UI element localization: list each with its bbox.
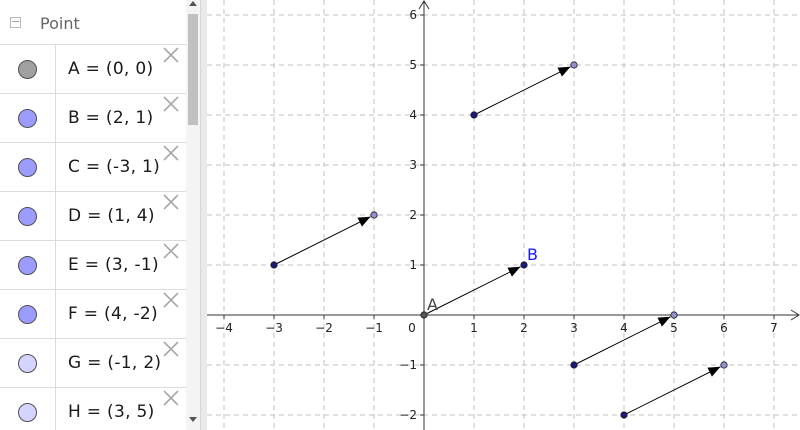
algebra-row[interactable]: B = (2, 1) [0, 94, 186, 143]
delete-x-icon[interactable] [161, 45, 181, 65]
scroll-up-arrow-icon[interactable] [189, 1, 197, 6]
y-tick-label: 3 [409, 158, 417, 172]
visibility-toggle[interactable] [0, 192, 56, 240]
y-tick-label: 2 [409, 208, 417, 222]
x-tick-label: 3 [570, 321, 578, 335]
x-tick-label: 6 [720, 321, 728, 335]
graphics-view[interactable]: −4 −3 −2 −1 0 1 2 3 4 5 6 7 −2 −1 1 2 3 4 5 6 A B [207, 0, 800, 430]
visibility-toggle[interactable] [0, 45, 56, 93]
collapse-minus-icon[interactable]: − [10, 15, 21, 28]
vector[interactable] [573, 316, 671, 366]
x-axis-arrow-icon [790, 309, 800, 321]
algebra-row[interactable]: A = (0, 0) [0, 45, 186, 94]
point-definition[interactable]: B = (2, 1) [68, 108, 154, 128]
vector[interactable] [473, 66, 571, 116]
visibility-toggle[interactable] [0, 94, 56, 142]
visibility-toggle[interactable] [0, 339, 56, 387]
point-f[interactable] [620, 411, 628, 419]
x-tick-label: −1 [365, 321, 383, 335]
point-c[interactable] [270, 261, 278, 269]
point-definition[interactable]: H = (3, 5) [68, 402, 155, 422]
y-tick-label: 4 [409, 108, 417, 122]
algebra-row[interactable]: C = (-3, 1) [0, 143, 186, 192]
algebra-row[interactable]: E = (3, -1) [0, 241, 186, 290]
x-tick-label: −3 [265, 321, 283, 335]
delete-x-icon[interactable] [161, 241, 181, 261]
algebra-scrollbar[interactable] [186, 0, 200, 430]
delete-x-icon[interactable] [161, 143, 181, 163]
y-tick-label: −2 [399, 408, 417, 422]
algebra-view: − Point A = (0, 0) B = (2, 1) C = (-3, 1) D… [0, 0, 200, 430]
point-h[interactable] [570, 61, 578, 69]
x-tick-label: 4 [620, 321, 628, 335]
delete-x-icon[interactable] [161, 192, 181, 212]
point-definition[interactable]: D = (1, 4) [68, 206, 155, 226]
point-definition[interactable]: E = (3, -1) [68, 255, 159, 275]
point-image[interactable] [670, 311, 678, 319]
point-d[interactable] [470, 111, 478, 119]
x-tick-label: 0 [408, 321, 416, 335]
category-title: Point [40, 14, 80, 33]
point-label-a[interactable]: A [427, 295, 438, 314]
point-definition[interactable]: G = (-1, 2) [68, 353, 162, 373]
scroll-down-arrow-icon[interactable] [189, 417, 197, 422]
y-tick-label: 6 [409, 8, 417, 22]
delete-x-icon[interactable] [161, 94, 181, 114]
visibility-toggle[interactable] [0, 388, 56, 430]
visibility-marble-icon[interactable] [18, 354, 37, 373]
graphics-canvas[interactable]: −4 −3 −2 −1 0 1 2 3 4 5 6 7 −2 −1 1 2 3 4 5 6 A B [207, 0, 800, 430]
x-tick-label: 2 [520, 321, 528, 335]
algebra-row[interactable]: G = (-1, 2) [0, 339, 186, 388]
point-definition[interactable]: F = (4, -2) [68, 304, 158, 324]
category-header[interactable]: − Point [0, 0, 186, 45]
visibility-toggle[interactable] [0, 143, 56, 191]
visibility-marble-icon[interactable] [18, 60, 37, 79]
point-label-b[interactable]: B [527, 245, 538, 264]
x-tick-label: 7 [770, 321, 778, 335]
point-g[interactable] [370, 211, 378, 219]
y-tick-label: −1 [399, 358, 417, 372]
vector[interactable] [423, 266, 521, 316]
y-tick-label: 1 [409, 258, 417, 272]
visibility-marble-icon[interactable] [18, 207, 37, 226]
view-splitter[interactable] [200, 0, 207, 430]
point-e[interactable] [570, 361, 578, 369]
y-tick-label: 5 [409, 58, 417, 72]
delete-x-icon[interactable] [161, 388, 181, 408]
visibility-marble-icon[interactable] [18, 109, 37, 128]
y-axis-arrow-icon [418, 0, 430, 10]
delete-x-icon[interactable] [161, 290, 181, 310]
algebra-row[interactable]: F = (4, -2) [0, 290, 186, 339]
visibility-marble-icon[interactable] [18, 256, 37, 275]
x-tick-label: −2 [315, 321, 333, 335]
point-a[interactable] [420, 311, 428, 319]
x-tick-label: −4 [215, 321, 233, 335]
x-tick-label: 1 [470, 321, 478, 335]
visibility-marble-icon[interactable] [18, 305, 37, 324]
algebra-row[interactable]: D = (1, 4) [0, 192, 186, 241]
point-image[interactable] [720, 361, 728, 369]
scroll-thumb[interactable] [188, 14, 198, 125]
delete-x-icon[interactable] [161, 339, 181, 359]
visibility-marble-icon[interactable] [18, 158, 37, 177]
visibility-marble-icon[interactable] [18, 403, 37, 422]
visibility-toggle[interactable] [0, 290, 56, 338]
point-definition[interactable]: A = (0, 0) [68, 59, 154, 79]
vector[interactable] [623, 366, 721, 416]
point-definition[interactable]: C = (-3, 1) [68, 157, 161, 177]
vector[interactable] [273, 216, 371, 266]
algebra-row[interactable]: H = (3, 5) [0, 388, 186, 430]
point-b[interactable] [520, 261, 528, 269]
x-tick-label: 5 [670, 321, 678, 335]
visibility-toggle[interactable] [0, 241, 56, 289]
